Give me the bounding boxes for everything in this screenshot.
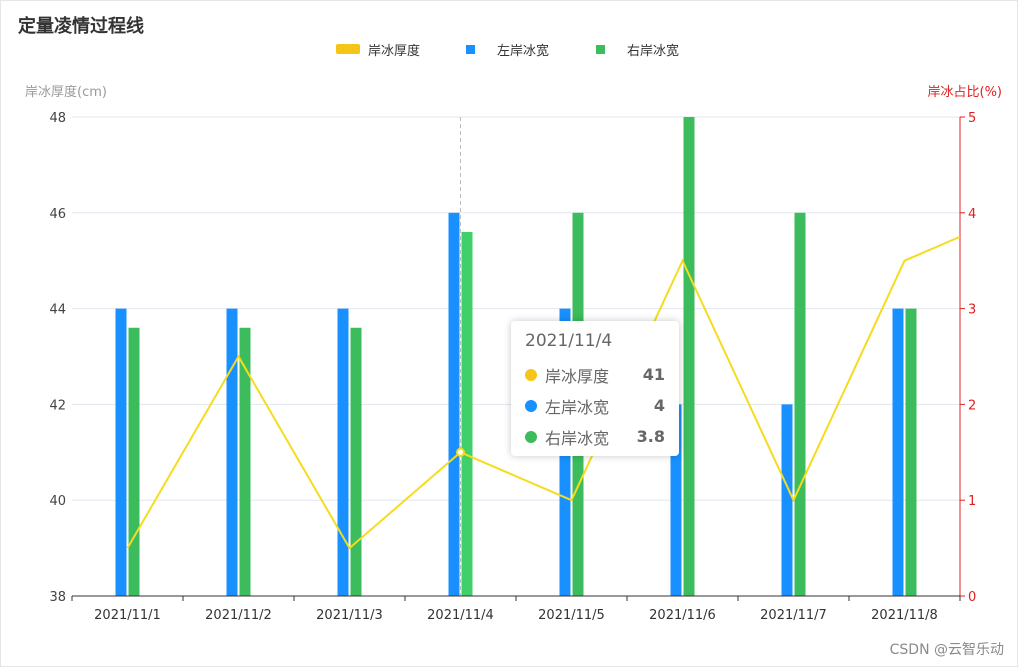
tooltip-series-name: 岸冰厚度 [545,366,610,386]
x-axis-tick-label: 2021/11/5 [538,608,605,623]
legend-item-ice-thickness[interactable]: 岸冰厚度 [336,40,421,59]
bar-right-ice-width [128,327,140,596]
x-axis-tick-label: 2021/11/4 [427,608,494,623]
x-axis-tick-label: 2021/11/6 [649,608,716,623]
legend-label: 左岸冰宽 [497,43,550,59]
right-axis-tick-label: 2 [968,398,976,413]
bar-left-ice-width [781,404,793,596]
right-axis-tick-label: 5 [968,111,976,126]
bar-left-ice-width [448,212,460,597]
line-point-highlight [456,447,465,457]
legend-swatch-right-ice-width [596,44,605,54]
watermark: CSDN @云智乐动 [889,642,1004,658]
legend-label: 右岸冰宽 [627,43,680,59]
bar-right-ice-width [683,117,695,596]
tooltip-series-value: 41 [642,365,665,384]
bar-left-ice-width [226,308,238,596]
right-axis-name: 岸冰占比(%) [927,85,1003,100]
right-axis-tick-label: 0 [968,590,976,605]
tooltip-date: 2021/11/4 [525,331,613,351]
line-ice-thickness [126,235,961,550]
left-axis-tick-label: 42 [49,398,66,413]
tooltip-series-name: 右岸冰宽 [545,428,610,448]
left-axis-tick-label: 48 [49,111,66,126]
x-axis-tick-label: 2021/11/1 [94,608,161,623]
tooltip-row: 岸冰厚度 41 [525,359,665,390]
tooltip-series-name: 左岸冰宽 [545,397,610,417]
tooltip-series-value: 3.8 [636,427,665,446]
bar-right-ice-width [905,308,917,596]
bar-right-ice-width [239,327,251,596]
right-axis-tick-label: 1 [968,494,976,509]
right-axis-tick-label: 4 [968,207,976,222]
x-axis-tick-label: 2021/11/7 [760,608,827,623]
left-axis-name: 岸冰厚度(cm) [25,85,107,100]
bar-right-ice-width [461,231,473,596]
legend-label: 岸冰厚度 [368,43,421,59]
tooltip-row: 左岸冰宽 4 [525,390,665,421]
legend-swatch-left-ice-width [466,44,475,54]
tooltip-row: 右岸冰宽 3.8 [525,421,665,452]
chart-title: 定量凌情过程线 [18,16,144,37]
legend-item-right-ice-width[interactable]: 右岸冰宽 [596,40,680,59]
x-axis-tick-label: 2021/11/3 [316,608,383,623]
bar-left-ice-width [115,308,127,596]
chart-legend: 岸冰厚度 左岸冰宽 右岸冰宽 [0,40,1018,59]
right-axis-tick-label: 3 [968,303,976,318]
tooltip-dot [525,399,537,412]
bar-left-ice-width [892,308,904,596]
left-axis-tick-label: 38 [49,590,66,605]
bar-left-ice-width [337,308,349,596]
x-axis-tick-label: 2021/11/2 [205,608,272,623]
x-axis-tick-label: 2021/11/8 [871,608,938,623]
left-axis-tick-label: 40 [49,494,66,509]
left-axis-tick-label: 44 [49,303,66,318]
tooltip-dot [525,368,537,381]
bar-right-ice-width [794,212,806,597]
bar-right-ice-width [350,327,362,596]
chart-tooltip: 2021/11/4 岸冰厚度 41 左岸冰宽 4 右岸冰宽 3.8 [511,321,679,456]
tooltip-dot [525,430,537,443]
left-axis-tick-label: 46 [49,207,66,222]
tooltip-series-value: 4 [653,396,665,415]
legend-item-left-ice-width[interactable]: 左岸冰宽 [466,40,550,59]
bar-left-ice-width [670,404,682,596]
legend-swatch-ice-thickness [336,44,360,54]
